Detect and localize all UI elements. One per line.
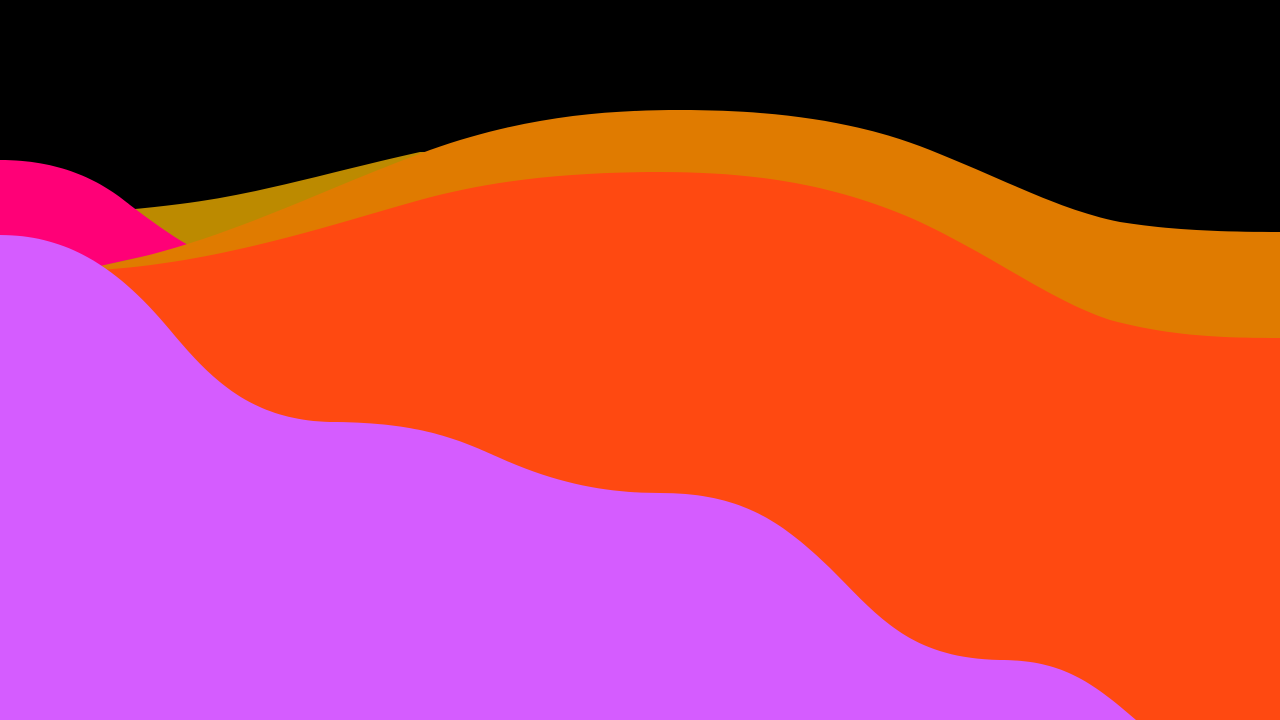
violet-wave	[0, 235, 1136, 720]
